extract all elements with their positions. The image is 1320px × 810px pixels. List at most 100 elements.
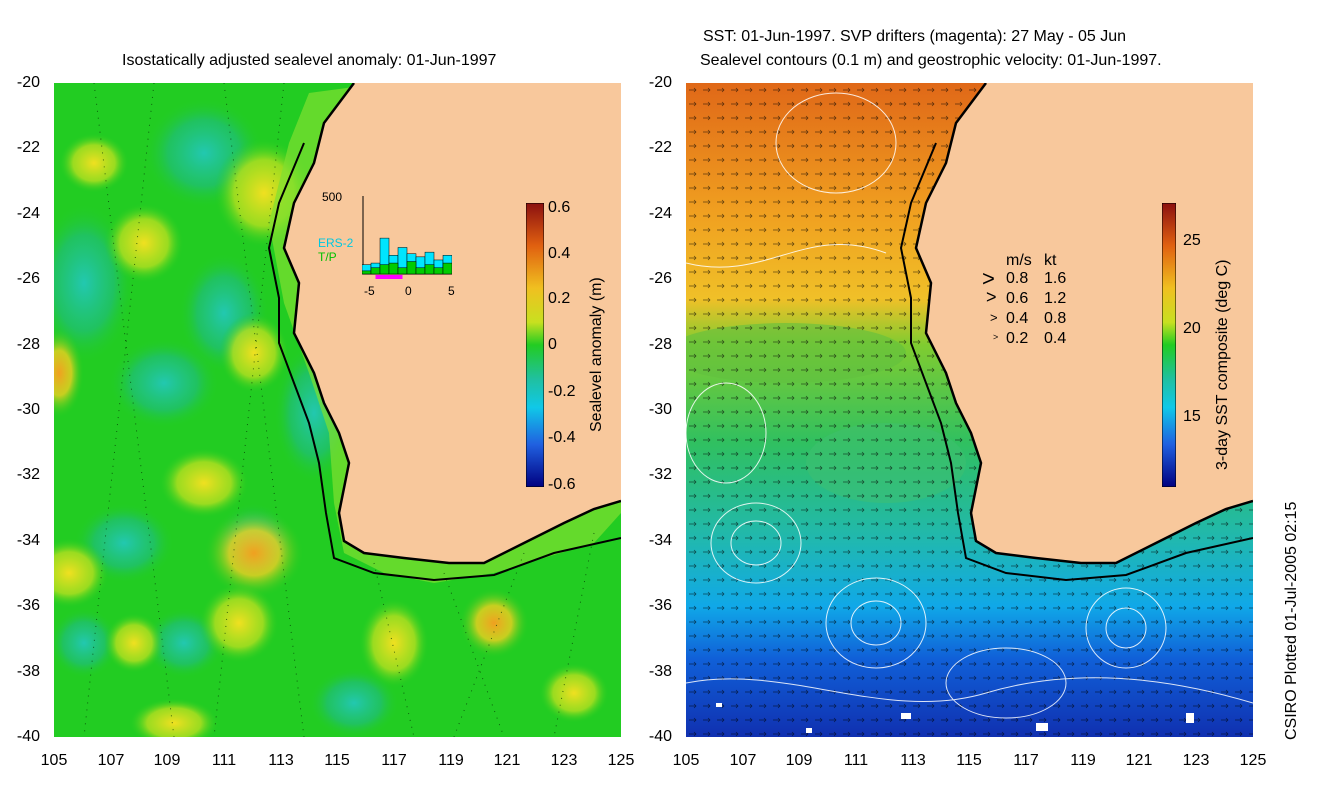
left-x-tick: 121 — [493, 752, 521, 769]
inset-bars — [362, 196, 452, 279]
left-y-tick: -22 — [16, 139, 40, 156]
left-x-tick: 119 — [438, 752, 464, 769]
inset-max-label: 500 — [322, 190, 343, 204]
left-isobath — [267, 142, 621, 582]
left-y-tick: -40 — [16, 728, 40, 745]
right-cloud-gaps — [716, 703, 1194, 733]
right-cb-tick: 15 — [1183, 408, 1201, 425]
right-y-tick: -20 — [648, 74, 672, 91]
left-x-tick: 123 — [550, 752, 578, 769]
left-x-tick: 113 — [268, 752, 294, 769]
velocity-legend-kt: 0.8 — [1044, 310, 1067, 327]
left-y-tick: -26 — [16, 270, 40, 287]
right-x-tick: 117 — [1013, 752, 1039, 769]
right-y-tick: -34 — [648, 532, 672, 549]
right-cb-tick: 20 — [1183, 320, 1201, 337]
left-colorbar — [526, 203, 544, 487]
left-panel-title: Isostatically adjusted sealevel anomaly:… — [122, 52, 497, 69]
velocity-arrow-icon: > — [986, 287, 997, 307]
right-y-tick: -22 — [648, 139, 672, 156]
left-y-tick: -24 — [16, 205, 40, 222]
right-coastline — [914, 83, 1253, 565]
inset-tp-bar — [388, 262, 399, 275]
left-inset-histogram: 500 ERS-2 T/P -5 0 5 — [318, 190, 458, 300]
left-satellite-tracks — [83, 83, 595, 737]
left-cb-tick: 0.4 — [548, 245, 571, 262]
right-colorbar-label: 3-day SST composite (deg C) — [1214, 259, 1231, 470]
inset-x-tick: 0 — [405, 284, 412, 298]
right-isobath — [899, 142, 1253, 582]
velocity-legend-kt: 1.6 — [1044, 270, 1067, 287]
right-y-tick: -40 — [648, 728, 672, 745]
right-x-tick: 107 — [729, 752, 757, 769]
inset-tp-bar — [442, 262, 452, 275]
plot-credit: CSIRO Plotted 01-Jul-2005 02:15 — [1283, 501, 1300, 740]
inset-legend-tp: T/P — [318, 250, 337, 264]
left-cb-tick: -0.4 — [548, 429, 576, 446]
left-y-tick: -30 — [16, 401, 40, 418]
right-x-tick: 115 — [956, 752, 982, 769]
inset-tp-bar — [433, 267, 444, 275]
right-x-tick: 109 — [785, 752, 813, 769]
left-y-tick: -38 — [16, 663, 40, 680]
left-cb-tick: 0 — [548, 336, 557, 353]
left-x-tick: 115 — [324, 752, 350, 769]
left-y-tick: -28 — [16, 336, 40, 353]
inset-x-tick: 5 — [448, 284, 455, 298]
right-y-tick: -24 — [648, 205, 672, 222]
inset-tp-bar — [370, 267, 381, 275]
inset-tp-bar — [415, 267, 426, 275]
left-x-tick: 125 — [607, 752, 635, 769]
velocity-legend-ms: 0.4 — [1006, 310, 1029, 327]
right-y-tick: -38 — [648, 663, 672, 680]
left-cb-tick: 0.6 — [548, 199, 571, 216]
inset-legend-ers: ERS-2 — [318, 236, 354, 250]
left-colorbar-label: Sealevel anomaly (m) — [588, 277, 605, 432]
right-x-tick: 111 — [843, 752, 869, 769]
left-y-tick: -36 — [16, 597, 40, 614]
left-y-tick: -20 — [16, 74, 40, 91]
right-cb-tick: 25 — [1183, 232, 1201, 249]
right-x-tick: 113 — [900, 752, 926, 769]
right-y-tick: -30 — [648, 401, 672, 418]
right-x-tick: 121 — [1125, 752, 1153, 769]
left-x-tick: 117 — [381, 752, 407, 769]
inset-tp-bar — [406, 261, 417, 275]
velocity-legend-ms: 0.8 — [1006, 270, 1029, 287]
left-cb-tick: -0.2 — [548, 383, 576, 400]
left-cb-tick: -0.6 — [548, 476, 576, 493]
velocity-arrow-icon: > — [993, 332, 999, 342]
right-x-tick: 119 — [1070, 752, 1096, 769]
left-coastline — [282, 83, 621, 565]
velocity-arrow-icon: > — [982, 266, 995, 291]
right-x-tick: 105 — [672, 752, 700, 769]
inset-tp-bar — [379, 264, 390, 275]
right-y-tick: -36 — [648, 597, 672, 614]
left-y-tick: -32 — [16, 466, 40, 483]
inset-tp-bar — [362, 270, 372, 275]
inset-time-window — [375, 275, 403, 279]
inset-tp-bar — [397, 267, 408, 275]
velocity-legend: m/s kt > 0.8 1.6 > 0.6 1.2 > 0.4 0.8 > 0… — [980, 252, 1080, 352]
velocity-arrow-icon: > — [990, 310, 998, 325]
right-y-tick: -26 — [648, 270, 672, 287]
left-cb-tick: 0.2 — [548, 290, 571, 307]
right-sealevel-contours — [686, 92, 1253, 719]
velocity-legend-kt: 1.2 — [1044, 290, 1067, 307]
right-colorbar — [1162, 203, 1176, 487]
velocity-legend-header-ms: m/s — [1006, 252, 1032, 269]
left-y-tick: -34 — [16, 532, 40, 549]
left-x-tick: 107 — [97, 752, 125, 769]
left-x-tick: 105 — [40, 752, 68, 769]
velocity-legend-kt: 0.4 — [1044, 330, 1067, 347]
left-x-tick: 109 — [153, 752, 181, 769]
velocity-legend-ms: 0.2 — [1006, 330, 1029, 347]
right-x-tick: 123 — [1182, 752, 1210, 769]
right-panel-title-line2: Sealevel contours (0.1 m) and geostrophi… — [700, 52, 1162, 69]
left-map — [54, 83, 621, 737]
right-y-tick: -28 — [648, 336, 672, 353]
velocity-legend-header-kt: kt — [1044, 252, 1057, 269]
right-y-tick: -32 — [648, 466, 672, 483]
right-x-tick: 125 — [1239, 752, 1267, 769]
right-panel-title-line1: SST: 01-Jun-1997. SVP drifters (magenta)… — [703, 28, 1127, 45]
